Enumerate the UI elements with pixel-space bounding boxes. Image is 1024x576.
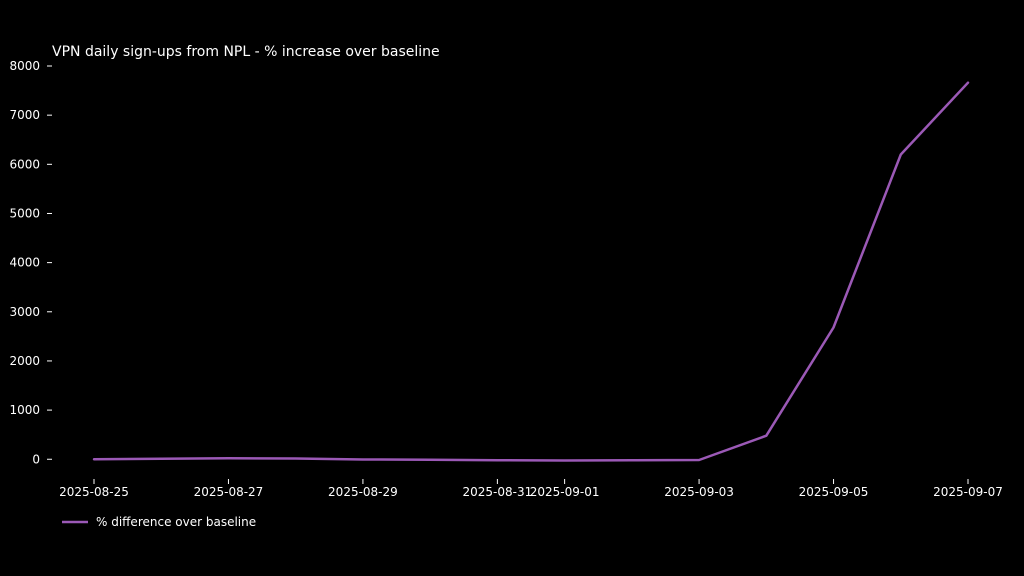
x-tick-label: 2025-09-03 [664,485,734,499]
x-tick-label: 2025-08-29 [328,485,398,499]
x-tick-label: 2025-08-31 [463,485,533,499]
y-tick-label: 2000 [9,354,40,368]
x-axis: 2025-08-25 2025-08-27 2025-08-29 2025-08-31… [59,479,1003,499]
y-axis: 0 1000 2000 3000 4000 5000 6000 7000 8000 [9,59,52,466]
x-tick-label: 2025-08-27 [194,485,264,499]
y-tick-label: 0 [32,452,40,466]
x-tick-label: 2025-09-07 [933,485,1003,499]
y-tick-label: 5000 [9,206,40,220]
x-tick-label: 2025-08-25 [59,485,129,499]
y-tick-label: 1000 [9,403,40,417]
y-tick-label: 6000 [9,157,40,171]
series-line [92,81,970,462]
chart-title: VPN daily sign-ups from NPL - % increase… [52,44,440,60]
x-tick-label: 2025-09-05 [799,485,869,499]
legend: % difference over baseline [62,515,256,529]
x-tick-label: 2025-09-01 [530,485,600,499]
y-tick-label: 3000 [9,305,40,319]
series-layer [92,81,970,462]
y-tick-label: 8000 [9,59,40,73]
legend-label: % difference over baseline [96,515,256,529]
y-tick-label: 4000 [9,256,40,270]
y-tick-label: 7000 [9,108,40,122]
